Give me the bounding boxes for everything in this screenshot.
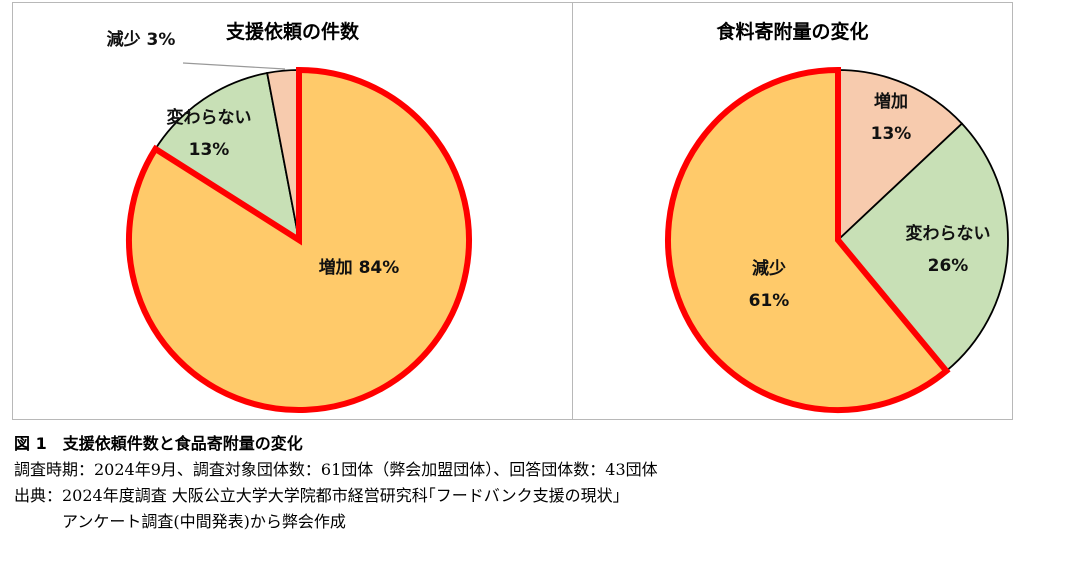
pie-chart-donations: 増加 13% 変わらない 26% 減少 61% bbox=[665, 66, 1009, 413]
slice-decrease-label: 減少 3% bbox=[107, 29, 176, 50]
chart-panel-donations: 食料寄附量の変化 増加 13% 変わらない 26% 減少 61% bbox=[572, 2, 1013, 420]
figure-caption-source: 出典：2024年度調査 大阪公立大学大学院都市経営研究科｢フードバンク支援の現状… bbox=[14, 486, 621, 505]
slice-no-change-wedge bbox=[154, 71, 301, 242]
slice-decrease-value-label: 61% bbox=[749, 291, 790, 311]
leader-line bbox=[182, 62, 286, 70]
highlight-outline bbox=[126, 66, 472, 413]
chart-title-requests: 支援依頼の件数 bbox=[225, 21, 359, 43]
figure-caption-source-cont: アンケート調査(中間発表)から弊会作成 bbox=[62, 512, 346, 531]
slice-no-change-value-label: 26% bbox=[928, 256, 969, 276]
chart-title-donations: 食料寄附量の変化 bbox=[716, 21, 869, 43]
slice-increase-wedge bbox=[837, 69, 964, 243]
pie-chart-requests: 増加 84% 変わらない 13% 減少 3% bbox=[107, 29, 472, 413]
slice-no-change-wedge bbox=[836, 122, 1009, 373]
slice-increase-label: 増加 84% bbox=[319, 257, 400, 278]
slice-no-change-value-label: 13% bbox=[189, 140, 230, 160]
chart-panel-requests: 支援依頼の件数 増加 84% 変わらない 13% 減少 3% bbox=[12, 2, 573, 420]
slice-increase-value-label: 13% bbox=[871, 124, 912, 144]
slice-increase-label: 増加 bbox=[874, 91, 908, 112]
highlight-outline bbox=[665, 66, 951, 413]
slice-no-change-label: 変わらない bbox=[906, 223, 991, 244]
slice-decrease-label: 減少 bbox=[752, 258, 786, 279]
figure-caption-title: 図 1 支援依頼件数と食品寄附量の変化 bbox=[14, 434, 303, 453]
slice-no-change-label: 変わらない bbox=[167, 107, 252, 128]
figure-caption-survey-info: 調査時期：2024年9月、調査対象団体数：61団体（弊会加盟団体）、回答団体数：… bbox=[14, 460, 658, 479]
